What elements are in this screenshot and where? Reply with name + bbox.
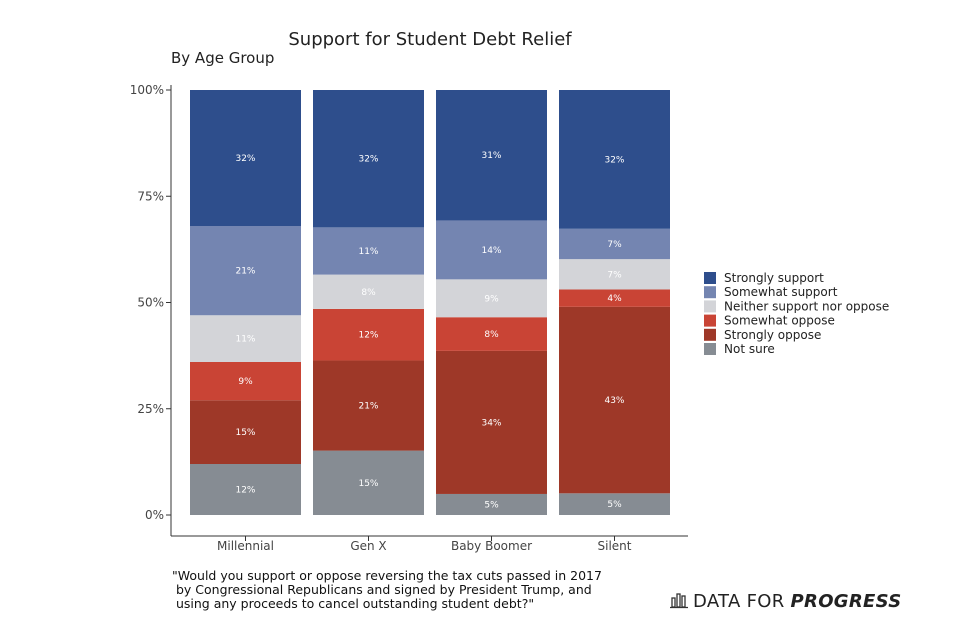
bar-segment — [190, 400, 301, 464]
data-label: 7% — [607, 240, 622, 250]
data-label: 21% — [358, 402, 378, 412]
data-label: 12% — [235, 486, 255, 496]
bar-segment — [313, 308, 424, 361]
data-label: 32% — [604, 155, 624, 165]
data-label: 9% — [238, 377, 253, 387]
legend-swatch — [704, 272, 716, 284]
data-label: 8% — [361, 288, 376, 298]
caption-line-1: "Would you support or oppose reversing t… — [172, 568, 602, 583]
bars: 12% 15% 9% 11% 21% 32% 15% 21% 12% 8% 11% 32% 5% 34% 8… — [190, 90, 670, 515]
brand-logo: DATA FOR PROGRESS — [670, 591, 902, 612]
bar-segment — [559, 306, 670, 494]
data-label: 8% — [484, 330, 499, 340]
axes — [170, 85, 688, 537]
data-label: 14% — [481, 246, 501, 256]
bar-segment — [190, 464, 301, 515]
data-label: 7% — [607, 270, 622, 280]
data-label: 9% — [484, 294, 499, 304]
y-ticks: 0% 25% 50% 75% 100% — [130, 83, 171, 522]
y-tick-label: 25% — [137, 402, 164, 416]
data-label: 15% — [358, 479, 378, 489]
data-label: 34% — [481, 418, 501, 428]
legend-item: Strongly support — [704, 271, 824, 285]
bar-segment — [190, 315, 301, 362]
data-label: 11% — [235, 335, 255, 345]
brand-bold: PROGRESS — [791, 591, 902, 612]
legend-item: Strongly oppose — [704, 328, 821, 342]
legend-label: Somewhat support — [724, 285, 838, 299]
data-label: 11% — [358, 247, 378, 257]
question-caption: "Would you support or oppose reversing t… — [172, 568, 602, 611]
bar-segment — [436, 350, 547, 494]
legend-swatch — [704, 328, 716, 341]
brand-prefix: DATA FOR — [693, 591, 791, 612]
bar-segment — [190, 90, 301, 226]
data-label: 32% — [358, 155, 378, 165]
chart-subtitle: By Age Group — [171, 49, 274, 67]
bar-segment — [313, 90, 424, 228]
caption-line-2: by Congressional Republicans and signed … — [172, 582, 592, 597]
bar-segment — [313, 274, 424, 309]
bar-segment — [313, 360, 424, 451]
data-label: 32% — [235, 154, 255, 164]
y-tick-label: 100% — [130, 83, 164, 97]
legend-label: Strongly support — [724, 271, 824, 285]
legend-swatch — [704, 300, 716, 313]
x-tick-label: Baby Boomer — [451, 539, 532, 553]
bar-gen-x: 15% 21% 12% 8% 11% 32% — [313, 90, 424, 515]
legend-label: Not sure — [724, 342, 775, 356]
bar-baby-boomer: 5% 34% 8% 9% 14% 31% — [436, 90, 547, 515]
y-tick-label: 75% — [137, 189, 164, 203]
bar-segment — [436, 220, 547, 280]
data-label: 43% — [604, 396, 624, 406]
bar-segment — [559, 228, 670, 260]
chart-title: Support for Student Debt Relief — [288, 29, 572, 50]
x-tick-label: Millennial — [217, 539, 274, 553]
y-tick-label: 0% — [145, 508, 164, 522]
bar-segment — [559, 289, 670, 307]
bar-segment — [190, 226, 301, 316]
data-label: 15% — [235, 428, 255, 438]
bar-segment — [436, 317, 547, 351]
legend-swatch — [704, 286, 716, 299]
legend-swatch — [704, 314, 716, 327]
bar-millennial: 12% 15% 9% 11% 21% 32% — [190, 90, 301, 515]
bar-segment — [313, 227, 424, 275]
bar-chart-icon — [670, 593, 688, 609]
bar-silent: 5% 43% 4% 7% 7% 32% — [559, 90, 670, 515]
legend-label: Neither support nor oppose — [724, 299, 889, 313]
legend-label: Strongly oppose — [724, 328, 821, 342]
data-label: 5% — [484, 500, 499, 510]
legend-item: Somewhat support — [704, 285, 838, 299]
brand-text: DATA FOR PROGRESS — [693, 591, 902, 612]
x-tick-label: Gen X — [350, 539, 386, 553]
data-label: 21% — [235, 267, 255, 277]
bar-segment — [559, 493, 670, 515]
y-tick-label: 50% — [137, 296, 164, 310]
bar-segment — [436, 493, 547, 515]
bar-segment — [436, 279, 547, 318]
data-label: 5% — [607, 500, 622, 510]
x-ticks: Millennial Gen X Baby Boomer Silent — [217, 536, 632, 553]
data-label: 31% — [481, 151, 501, 161]
bar-segment — [190, 362, 301, 401]
legend-swatch — [704, 343, 716, 355]
data-label: 12% — [358, 331, 378, 341]
caption-line-3: using any proceeds to cancel outstanding… — [172, 596, 534, 611]
legend-item: Somewhat oppose — [704, 314, 835, 328]
legend-item: Neither support nor oppose — [704, 299, 889, 313]
data-label: 4% — [607, 294, 622, 304]
legend-label: Somewhat oppose — [724, 314, 835, 328]
bar-segment — [436, 90, 547, 221]
x-tick-label: Silent — [598, 539, 632, 553]
bar-segment — [559, 259, 670, 290]
bar-segment — [313, 450, 424, 515]
legend-item: Not sure — [704, 342, 775, 356]
bar-segment — [559, 90, 670, 229]
